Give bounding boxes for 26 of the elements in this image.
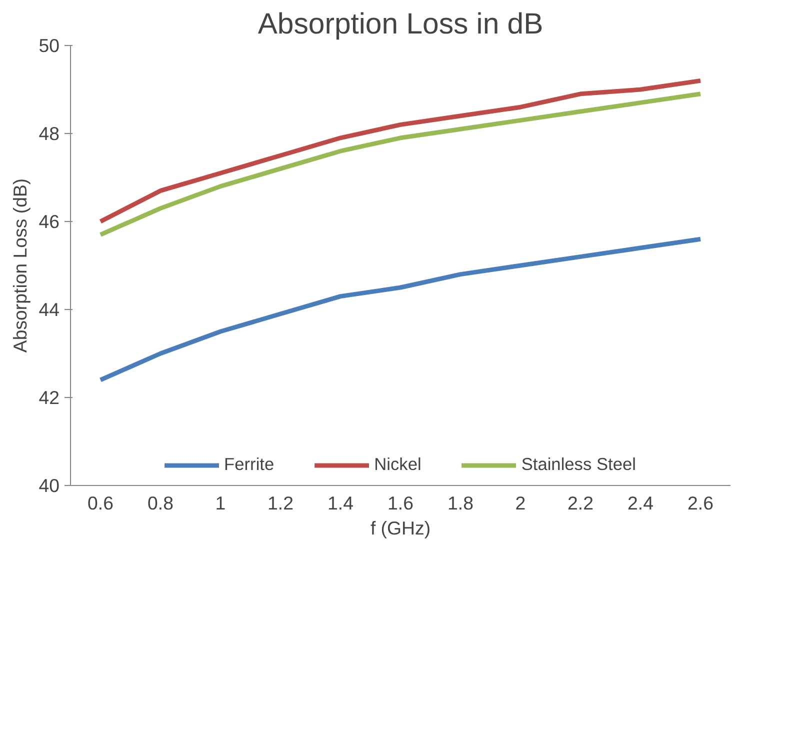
y-tick-label: 50 [38, 35, 60, 56]
x-tick-label: 1.8 [448, 492, 474, 514]
x-axis-title: f (GHz) [370, 518, 431, 538]
line-series [98, 236, 703, 382]
legend-label: Nickel [374, 454, 422, 475]
y-tick-label: 42 [38, 387, 60, 408]
x-tick-label: 1.4 [328, 492, 354, 514]
x-tick-label: 1.6 [388, 492, 414, 514]
x-tick-label: 1 [215, 492, 226, 514]
y-axis-title: Absorption Loss (dB) [10, 178, 31, 353]
x-tick-label: 0.6 [88, 492, 114, 514]
y-tick-label: 44 [38, 299, 60, 320]
legend-label: Stainless Steel [521, 454, 636, 475]
chart-title: Absorption Loss in dB [258, 8, 544, 40]
line-series [98, 78, 703, 224]
x-tick-label: 2.4 [628, 492, 654, 514]
x-tick-label: 0.8 [148, 492, 174, 514]
y-tick-label: 46 [38, 211, 60, 232]
legend-label: Ferrite [224, 454, 274, 475]
line-series [98, 92, 703, 237]
y-tick-label: 48 [38, 123, 60, 144]
x-tick-label: 2 [515, 492, 526, 514]
x-tick-label: 1.2 [268, 492, 294, 514]
x-tick-label: 2.6 [688, 492, 714, 514]
x-tick-label: 2.2 [568, 492, 594, 514]
y-tick-label: 40 [38, 475, 60, 496]
